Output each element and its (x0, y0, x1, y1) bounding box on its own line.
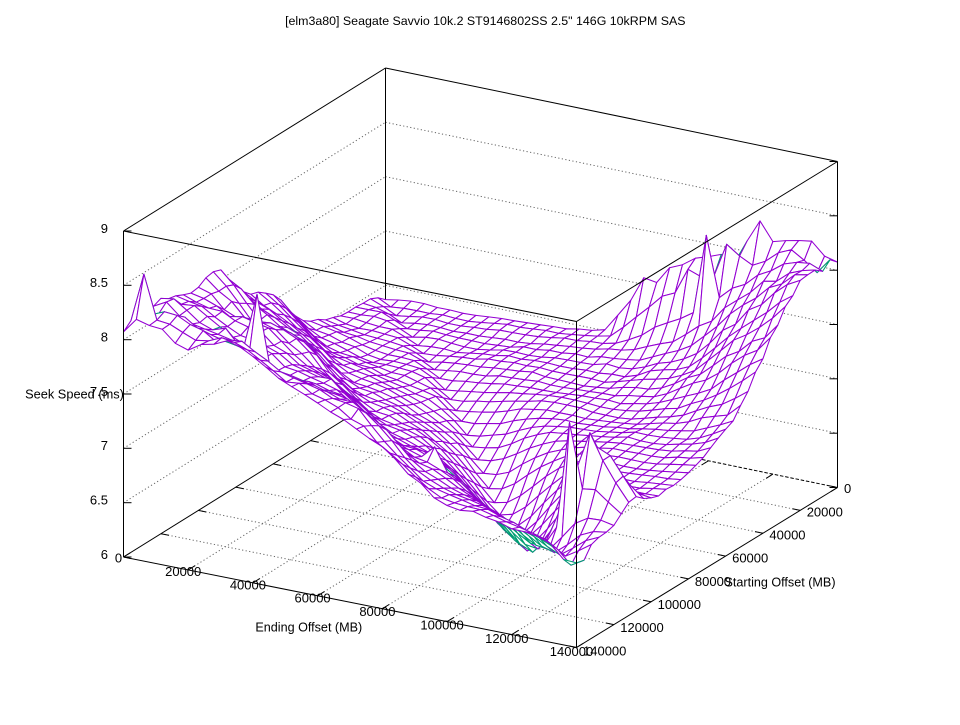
svg-text:[elm3a80] Seagate Savvio 10k.2: [elm3a80] Seagate Savvio 10k.2 ST9146802… (285, 14, 685, 28)
svg-text:Ending Offset (MB): Ending Offset (MB) (255, 621, 362, 635)
svg-text:7.5: 7.5 (90, 384, 108, 399)
svg-text:140000: 140000 (583, 643, 626, 658)
svg-text:8: 8 (101, 330, 108, 345)
svg-text:120000: 120000 (485, 631, 528, 646)
svg-text:0: 0 (115, 551, 122, 566)
svg-text:80000: 80000 (359, 604, 395, 619)
svg-text:40000: 40000 (769, 528, 805, 543)
svg-text:100000: 100000 (658, 597, 701, 612)
svg-text:0: 0 (844, 481, 851, 496)
svg-text:120000: 120000 (620, 620, 663, 635)
svg-text:100000: 100000 (420, 617, 463, 632)
svg-text:8.5: 8.5 (90, 275, 108, 290)
svg-text:40000: 40000 (230, 577, 266, 592)
svg-text:7: 7 (101, 438, 108, 453)
svg-text:60000: 60000 (732, 551, 768, 566)
svg-text:Starting Offset (MB): Starting Offset (MB) (724, 576, 835, 590)
svg-text:9: 9 (101, 221, 108, 236)
svg-text:60000: 60000 (295, 591, 331, 606)
svg-text:140000: 140000 (550, 644, 593, 659)
svg-text:80000: 80000 (695, 574, 731, 589)
svg-text:6: 6 (101, 547, 108, 562)
svg-text:20000: 20000 (807, 504, 843, 519)
svg-text:Seek Speed (ms): Seek Speed (ms) (25, 387, 124, 402)
svg-text:6.5: 6.5 (90, 493, 108, 508)
svg-text:20000: 20000 (165, 564, 201, 579)
